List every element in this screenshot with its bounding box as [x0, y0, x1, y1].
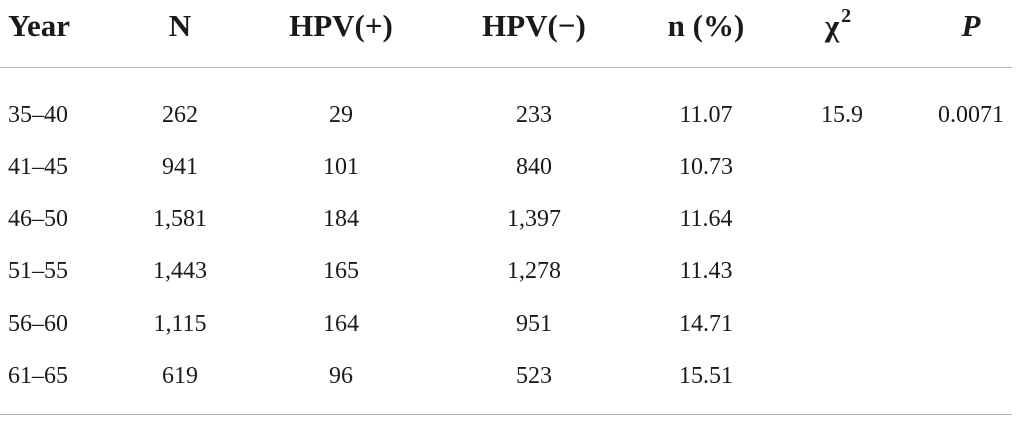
header-hpv-negative: HPV(−) [482, 8, 586, 43]
cell-hpv-positive: 164 [323, 311, 359, 337]
header-p-value: P [961, 8, 981, 43]
chi-exponent: 2 [841, 5, 852, 27]
cell-n-percent: 14.71 [679, 311, 733, 337]
cell-n: 619 [162, 363, 198, 389]
header-divider [0, 67, 1012, 68]
table-row: 46–50 1,581 184 1,397 11.64 [0, 199, 1017, 239]
cell-hpv-negative: 233 [516, 102, 552, 128]
cell-hpv-negative: 523 [516, 363, 552, 389]
cell-n: 941 [162, 154, 198, 180]
table-row: 35–40 262 29 233 11.07 15.9 0.0071 [0, 95, 1017, 135]
header-n-percent: n (%) [667, 8, 745, 43]
cell-n: 1,115 [153, 311, 207, 337]
cell-year: 51–55 [8, 258, 68, 284]
cell-n: 1,581 [153, 206, 207, 232]
cell-hpv-positive: 29 [329, 102, 353, 128]
cell-n-percent: 11.43 [679, 258, 733, 284]
chi-symbol: χ [824, 8, 840, 43]
cell-year: 46–50 [8, 206, 68, 232]
cell-n-percent: 10.73 [679, 154, 733, 180]
table-row: 51–55 1,443 165 1,278 11.43 [0, 251, 1017, 291]
cell-year: 35–40 [8, 102, 68, 128]
header-n: N [168, 8, 192, 43]
cell-hpv-negative: 840 [516, 154, 552, 180]
cell-hpv-negative: 951 [516, 311, 552, 337]
cell-n-percent: 11.07 [679, 102, 733, 128]
cell-chi-square: 15.9 [821, 102, 863, 128]
table-row: 56–60 1,115 164 951 14.71 [0, 304, 1017, 344]
cell-n: 1,443 [153, 258, 207, 284]
cell-n: 262 [162, 102, 198, 128]
cell-year: 41–45 [8, 154, 68, 180]
cell-hpv-positive: 96 [329, 363, 353, 389]
cell-year: 56–60 [8, 311, 68, 337]
cell-year: 61–65 [8, 363, 68, 389]
header-hpv-positive: HPV(+) [289, 8, 393, 43]
table-bottom-rule [0, 414, 1012, 415]
table-row: 61–65 619 96 523 15.51 [0, 356, 1017, 396]
table-row: 41–45 941 101 840 10.73 [0, 147, 1017, 187]
cell-hpv-positive: 101 [323, 154, 359, 180]
cell-hpv-negative: 1,397 [507, 206, 561, 232]
cell-n-percent: 15.51 [679, 363, 733, 389]
cell-hpv-positive: 165 [323, 258, 359, 284]
cell-hpv-negative: 1,278 [507, 258, 561, 284]
header-year: Year [8, 8, 70, 43]
cell-hpv-positive: 184 [323, 206, 359, 232]
cell-p-value: 0.0071 [938, 102, 1004, 128]
cell-n-percent: 11.64 [679, 206, 733, 232]
